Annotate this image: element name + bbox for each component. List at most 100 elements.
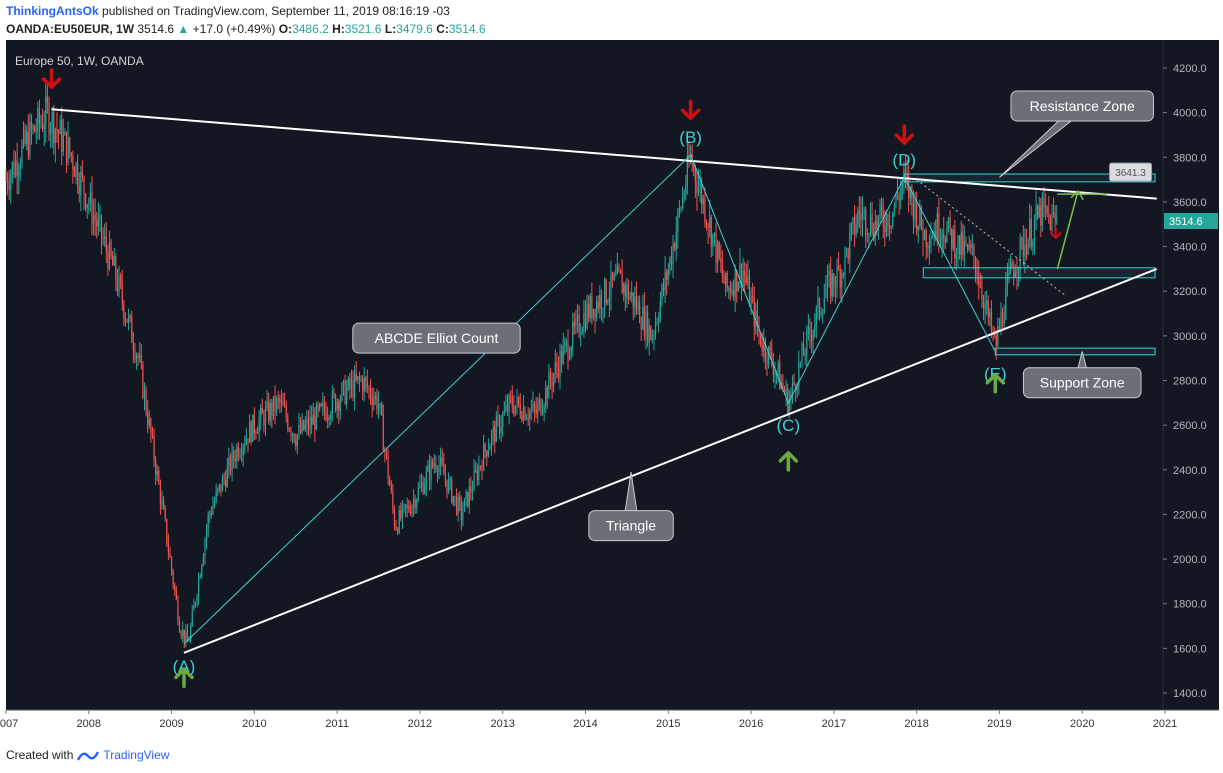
- candle-body: [941, 233, 943, 241]
- candle-body: [607, 302, 609, 304]
- candle-body: [483, 444, 485, 471]
- y-tick-label: 1600.0: [1173, 643, 1207, 655]
- candle-body: [739, 263, 741, 283]
- candle-body: [73, 169, 76, 177]
- candle-body: [449, 478, 451, 480]
- candle-body: [51, 111, 53, 130]
- candle-body: [377, 403, 380, 410]
- candle-body: [503, 410, 505, 415]
- low-label: L:: [384, 22, 397, 36]
- candle-body: [217, 488, 219, 492]
- candle-body: [326, 417, 329, 420]
- candle-body: [1051, 212, 1053, 231]
- candle-body: [732, 289, 735, 298]
- candle-body: [627, 284, 630, 300]
- candle-body: [892, 212, 894, 226]
- candle-body: [218, 484, 220, 489]
- candle-body: [435, 464, 437, 469]
- candle-body: [315, 405, 318, 430]
- author-link[interactable]: ThinkingAntsOk: [6, 4, 99, 18]
- candle-body: [744, 270, 746, 277]
- candle-body: [710, 217, 712, 247]
- candle-body: [65, 131, 68, 163]
- candle-body: [586, 303, 588, 329]
- candle-body: [338, 401, 340, 411]
- candle-body: [419, 485, 421, 488]
- candle-body: [767, 346, 770, 365]
- candle-body: [982, 299, 985, 310]
- candle-body: [931, 237, 934, 239]
- candle-body: [190, 625, 192, 641]
- candle-body: [533, 404, 536, 410]
- candle-body: [966, 243, 969, 250]
- candle-body: [91, 191, 93, 224]
- candle-body: [470, 486, 472, 493]
- candle-body: [860, 213, 862, 220]
- candle-body: [594, 308, 596, 319]
- candle-body: [1044, 206, 1047, 208]
- candle-body: [559, 351, 561, 377]
- candle-body: [481, 466, 483, 471]
- candle-body: [997, 326, 999, 346]
- candle-body: [135, 355, 138, 360]
- candle-body: [742, 270, 744, 286]
- candle-body: [855, 225, 857, 235]
- time-axis[interactable]: [6, 710, 1219, 738]
- candle-body: [293, 433, 295, 442]
- y-tick-label: 4000.0: [1173, 108, 1207, 120]
- candle-body: [27, 132, 29, 156]
- candle-body: [1049, 214, 1051, 231]
- up-arrow-icon: [174, 667, 194, 689]
- candle-body: [976, 272, 978, 277]
- candle-body: [500, 426, 502, 433]
- tradingview-link[interactable]: TradingView: [103, 748, 170, 762]
- candle-body: [922, 227, 924, 241]
- candle-body: [389, 478, 391, 486]
- candle-body: [428, 465, 431, 481]
- candle-body: [1041, 197, 1044, 226]
- candle-body: [916, 200, 918, 231]
- candle-body: [600, 294, 603, 310]
- candle-body: [774, 371, 776, 375]
- candle-body: [861, 211, 864, 220]
- candle-body: [1054, 213, 1056, 222]
- candle-body: [599, 294, 601, 309]
- candle-body: [49, 129, 52, 135]
- candle-body: [669, 257, 671, 270]
- candle-body: [403, 504, 405, 506]
- candle-body: [35, 131, 37, 133]
- candle-body: [147, 412, 149, 426]
- candle-body: [422, 482, 424, 494]
- candle-body: [290, 430, 292, 436]
- candle-body: [414, 499, 416, 508]
- candle-body: [282, 400, 284, 406]
- candle-body: [215, 491, 217, 502]
- candle-body: [221, 477, 224, 492]
- candle-body: [712, 234, 714, 247]
- candle-body: [314, 415, 316, 430]
- candle-body: [1009, 262, 1012, 272]
- candle-body: [562, 345, 564, 364]
- candle-body: [974, 257, 977, 273]
- publish-line: ThinkingAntsOk published on TradingView.…: [6, 4, 450, 18]
- down-arrow-icon: [894, 124, 914, 145]
- candle-body: [32, 126, 34, 131]
- candle-body: [443, 464, 445, 475]
- candle-body: [105, 236, 107, 252]
- close-label: C:: [436, 22, 449, 36]
- price-axis[interactable]: [1163, 40, 1219, 710]
- candle-body: [667, 269, 669, 280]
- candle-body: [405, 504, 407, 508]
- candle-body: [788, 400, 790, 414]
- candle-body: [252, 414, 254, 442]
- candle-body: [728, 288, 730, 290]
- candle-body: [369, 388, 372, 398]
- candle-body: [610, 272, 612, 297]
- x-tick-label: 2008: [77, 718, 101, 730]
- candle-body: [42, 123, 44, 130]
- candle-body: [734, 270, 736, 298]
- x-tick-label: 2016: [739, 718, 763, 730]
- candle-body: [207, 514, 209, 530]
- candle-body: [591, 295, 593, 318]
